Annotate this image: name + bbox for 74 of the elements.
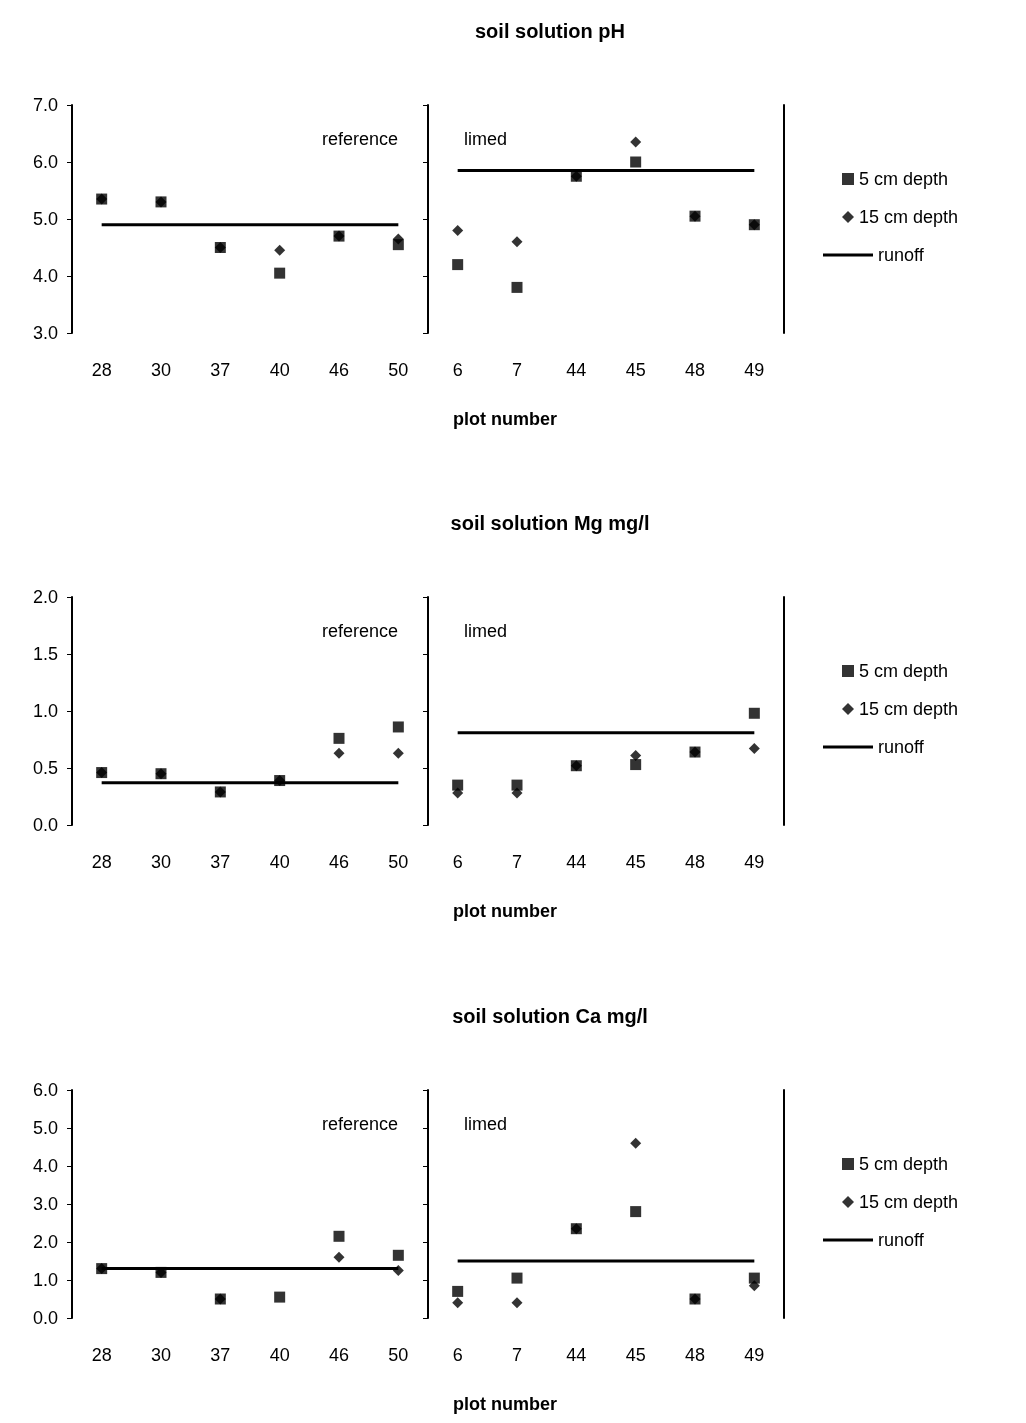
y-tick-label: 0.5 — [32, 758, 58, 778]
x-axis-title: plot number — [453, 409, 557, 429]
x-tick-label: 50 — [388, 360, 409, 380]
y-tick-label: 1.0 — [32, 701, 58, 721]
x-tick-label: 7 — [511, 852, 523, 872]
x-tick-label: 7 — [511, 1345, 523, 1365]
legend-label: runoff — [878, 1230, 925, 1250]
y-tick-label: 1.0 — [32, 1270, 58, 1290]
x-tick-label: 45 — [625, 852, 646, 872]
x-tick-label: 6 — [452, 360, 463, 380]
legend-label: 5 cm depth — [859, 1154, 949, 1174]
x-tick-label: 28 — [91, 1345, 112, 1365]
y-tick-label: 2.0 — [32, 587, 58, 607]
chart-title: soil solution pH — [475, 20, 625, 42]
x-tick-label: 48 — [684, 852, 706, 872]
x-tick-label: 46 — [328, 360, 350, 380]
annotation: limed — [464, 129, 508, 149]
x-tick-label: 7 — [511, 360, 523, 380]
x-tick-label: 40 — [269, 852, 290, 872]
x-tick-label: 28 — [91, 852, 112, 872]
x-tick-label: 37 — [210, 360, 231, 380]
chart-title: soil solution Mg mg/l — [450, 512, 650, 534]
legend-label: runoff — [878, 737, 925, 757]
x-tick-label: 30 — [150, 852, 172, 872]
legend-label: 15 cm depth — [859, 1192, 959, 1212]
x-tick-label: 49 — [744, 360, 765, 380]
y-tick-label: 6.0 — [32, 1080, 58, 1100]
x-tick-label: 49 — [744, 1345, 765, 1365]
y-tick-label: 3.0 — [32, 1194, 58, 1214]
x-tick-label: 37 — [210, 1345, 231, 1365]
x-tick-label: 46 — [328, 852, 350, 872]
y-tick-label: 7.0 — [32, 95, 58, 115]
legend-label: 5 cm depth — [859, 169, 949, 189]
x-tick-label: 46 — [328, 1345, 350, 1365]
y-tick-label: 5.0 — [32, 1118, 58, 1138]
x-tick-label: 44 — [566, 360, 587, 380]
annotation: limed — [464, 1114, 508, 1134]
annotation: reference — [321, 1114, 398, 1134]
y-tick-label: 4.0 — [32, 1156, 58, 1176]
legend-label: 15 cm depth — [859, 207, 959, 227]
x-tick-label: 6 — [452, 1345, 463, 1365]
y-tick-label: 5.0 — [32, 209, 58, 229]
y-tick-label: 6.0 — [32, 152, 58, 172]
x-tick-label: 28 — [91, 360, 112, 380]
x-tick-label: 49 — [744, 852, 765, 872]
legend-label: 5 cm depth — [859, 661, 949, 681]
annotation: reference — [321, 129, 398, 149]
x-tick-label: 45 — [625, 360, 646, 380]
x-tick-label: 45 — [625, 1345, 646, 1365]
x-tick-label: 50 — [388, 852, 409, 872]
x-tick-label: 40 — [269, 1345, 290, 1365]
legend-label: runoff — [878, 245, 925, 265]
x-axis-title: plot number — [453, 1394, 557, 1414]
y-tick-label: 4.0 — [32, 266, 58, 286]
x-tick-label: 37 — [210, 852, 231, 872]
x-tick-label: 44 — [566, 1345, 587, 1365]
x-tick-label: 50 — [388, 1345, 409, 1365]
x-tick-label: 30 — [150, 360, 172, 380]
annotation: reference — [321, 621, 398, 641]
annotation: limed — [464, 621, 508, 641]
x-tick-label: 44 — [566, 852, 587, 872]
chart-title: soil solution Ca mg/l — [452, 1005, 648, 1027]
x-tick-label: 30 — [150, 1345, 172, 1365]
y-tick-label: 3.0 — [32, 323, 58, 343]
legend-label: 15 cm depth — [859, 699, 959, 719]
x-tick-label: 48 — [684, 360, 706, 380]
x-tick-label: 6 — [452, 852, 463, 872]
x-tick-label: 40 — [269, 360, 290, 380]
x-axis-title: plot number — [453, 901, 557, 921]
y-tick-label: 1.5 — [32, 644, 58, 664]
y-tick-label: 2.0 — [32, 1232, 58, 1252]
x-tick-label: 48 — [684, 1345, 706, 1365]
y-tick-label: 0.0 — [32, 815, 58, 835]
y-tick-label: 0.0 — [32, 1308, 58, 1328]
